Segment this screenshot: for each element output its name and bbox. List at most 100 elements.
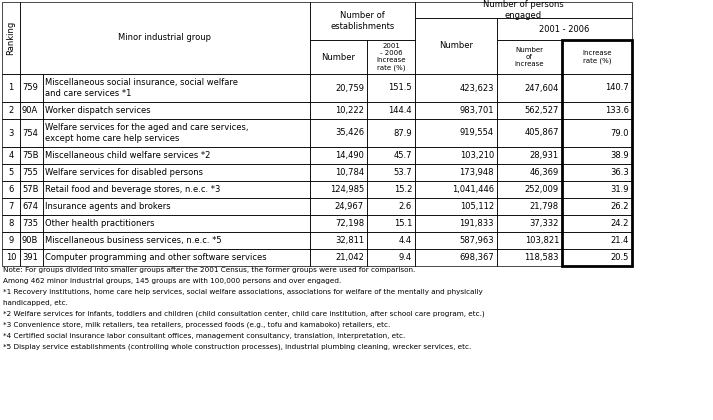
- Text: 9.4: 9.4: [399, 253, 412, 262]
- Bar: [497, 74, 562, 102]
- Bar: [562, 215, 632, 232]
- Bar: [20, 215, 43, 232]
- Text: 2001
- 2006
Increase
rate (%): 2001 - 2006 Increase rate (%): [376, 43, 406, 71]
- Bar: [20, 74, 43, 102]
- Text: 21,042: 21,042: [335, 253, 364, 262]
- Text: 3: 3: [9, 129, 14, 137]
- Text: Other health practitioners: Other health practitioners: [45, 219, 155, 228]
- Text: 46,369: 46,369: [530, 168, 559, 177]
- Bar: [20, 181, 43, 198]
- Bar: [310, 249, 367, 266]
- Bar: [20, 232, 43, 249]
- Bar: [415, 18, 497, 74]
- Text: Miscellaneous social insurance, social welfare
and care services *1: Miscellaneous social insurance, social w…: [45, 78, 238, 98]
- Bar: [2, 215, 20, 232]
- Bar: [497, 232, 562, 249]
- Text: 90B: 90B: [22, 236, 39, 245]
- Bar: [562, 249, 632, 266]
- Text: 6: 6: [9, 185, 14, 194]
- Text: 10,222: 10,222: [335, 106, 364, 115]
- Bar: [415, 232, 497, 249]
- Text: Welfare services for the aged and care services,
except home care help services: Welfare services for the aged and care s…: [45, 123, 249, 143]
- Bar: [310, 232, 367, 249]
- Text: 103,821: 103,821: [525, 236, 559, 245]
- Text: Number: Number: [322, 52, 356, 61]
- Text: 735: 735: [22, 219, 38, 228]
- Text: 20.5: 20.5: [610, 253, 629, 262]
- Bar: [2, 2, 20, 74]
- Text: 2: 2: [9, 106, 14, 115]
- Text: Welfare services for disabled persons: Welfare services for disabled persons: [45, 168, 203, 177]
- Text: 173,948: 173,948: [459, 168, 494, 177]
- Bar: [562, 164, 632, 181]
- Bar: [415, 198, 497, 215]
- Text: 144.4: 144.4: [389, 106, 412, 115]
- Bar: [43, 74, 310, 102]
- Bar: [497, 164, 562, 181]
- Bar: [20, 102, 43, 119]
- Text: Number
of
increase: Number of increase: [515, 47, 544, 67]
- Text: 90A: 90A: [22, 106, 39, 115]
- Bar: [497, 18, 632, 40]
- Bar: [497, 198, 562, 215]
- Text: 1,041,446: 1,041,446: [452, 185, 494, 194]
- Bar: [562, 232, 632, 249]
- Bar: [367, 215, 415, 232]
- Bar: [43, 181, 310, 198]
- Bar: [310, 40, 367, 74]
- Bar: [2, 198, 20, 215]
- Bar: [310, 102, 367, 119]
- Bar: [497, 181, 562, 198]
- Bar: [562, 147, 632, 164]
- Bar: [562, 102, 632, 119]
- Bar: [43, 249, 310, 266]
- Bar: [497, 249, 562, 266]
- Bar: [43, 198, 310, 215]
- Text: 151.5: 151.5: [389, 84, 412, 92]
- Bar: [20, 164, 43, 181]
- Bar: [367, 198, 415, 215]
- Text: Note: For groups divided into smaller groups after the 2001 Census, the former g: Note: For groups divided into smaller gr…: [3, 267, 415, 273]
- Text: Worker dispatch services: Worker dispatch services: [45, 106, 150, 115]
- Bar: [2, 119, 20, 147]
- Text: 87.9: 87.9: [394, 129, 412, 137]
- Text: 75B: 75B: [22, 151, 39, 160]
- Bar: [2, 74, 20, 102]
- Text: 2.6: 2.6: [399, 202, 412, 211]
- Text: 31.9: 31.9: [610, 185, 629, 194]
- Bar: [2, 164, 20, 181]
- Text: 698,367: 698,367: [459, 253, 494, 262]
- Bar: [415, 119, 497, 147]
- Bar: [367, 181, 415, 198]
- Bar: [562, 198, 632, 215]
- Text: Number of persons
engaged: Number of persons engaged: [483, 0, 564, 20]
- Bar: [367, 232, 415, 249]
- Bar: [562, 74, 632, 102]
- Bar: [310, 215, 367, 232]
- Text: 124,985: 124,985: [329, 185, 364, 194]
- Text: 391: 391: [22, 253, 38, 262]
- Bar: [562, 119, 632, 147]
- Bar: [310, 119, 367, 147]
- Text: handicapped, etc.: handicapped, etc.: [3, 300, 68, 306]
- Text: 983,701: 983,701: [459, 106, 494, 115]
- Bar: [20, 119, 43, 147]
- Text: 20,759: 20,759: [335, 84, 364, 92]
- Bar: [43, 119, 310, 147]
- Text: Minor industrial group: Minor industrial group: [118, 34, 212, 42]
- Bar: [20, 198, 43, 215]
- Text: 38.9: 38.9: [610, 151, 629, 160]
- Text: 562,527: 562,527: [525, 106, 559, 115]
- Bar: [310, 147, 367, 164]
- Bar: [310, 198, 367, 215]
- Text: 24.2: 24.2: [610, 219, 629, 228]
- Text: 15.1: 15.1: [394, 219, 412, 228]
- Bar: [497, 119, 562, 147]
- Bar: [562, 40, 632, 74]
- Text: 103,210: 103,210: [460, 151, 494, 160]
- Text: 118,583: 118,583: [525, 253, 559, 262]
- Bar: [2, 232, 20, 249]
- Bar: [415, 249, 497, 266]
- Bar: [562, 181, 632, 198]
- Text: 759: 759: [22, 84, 38, 92]
